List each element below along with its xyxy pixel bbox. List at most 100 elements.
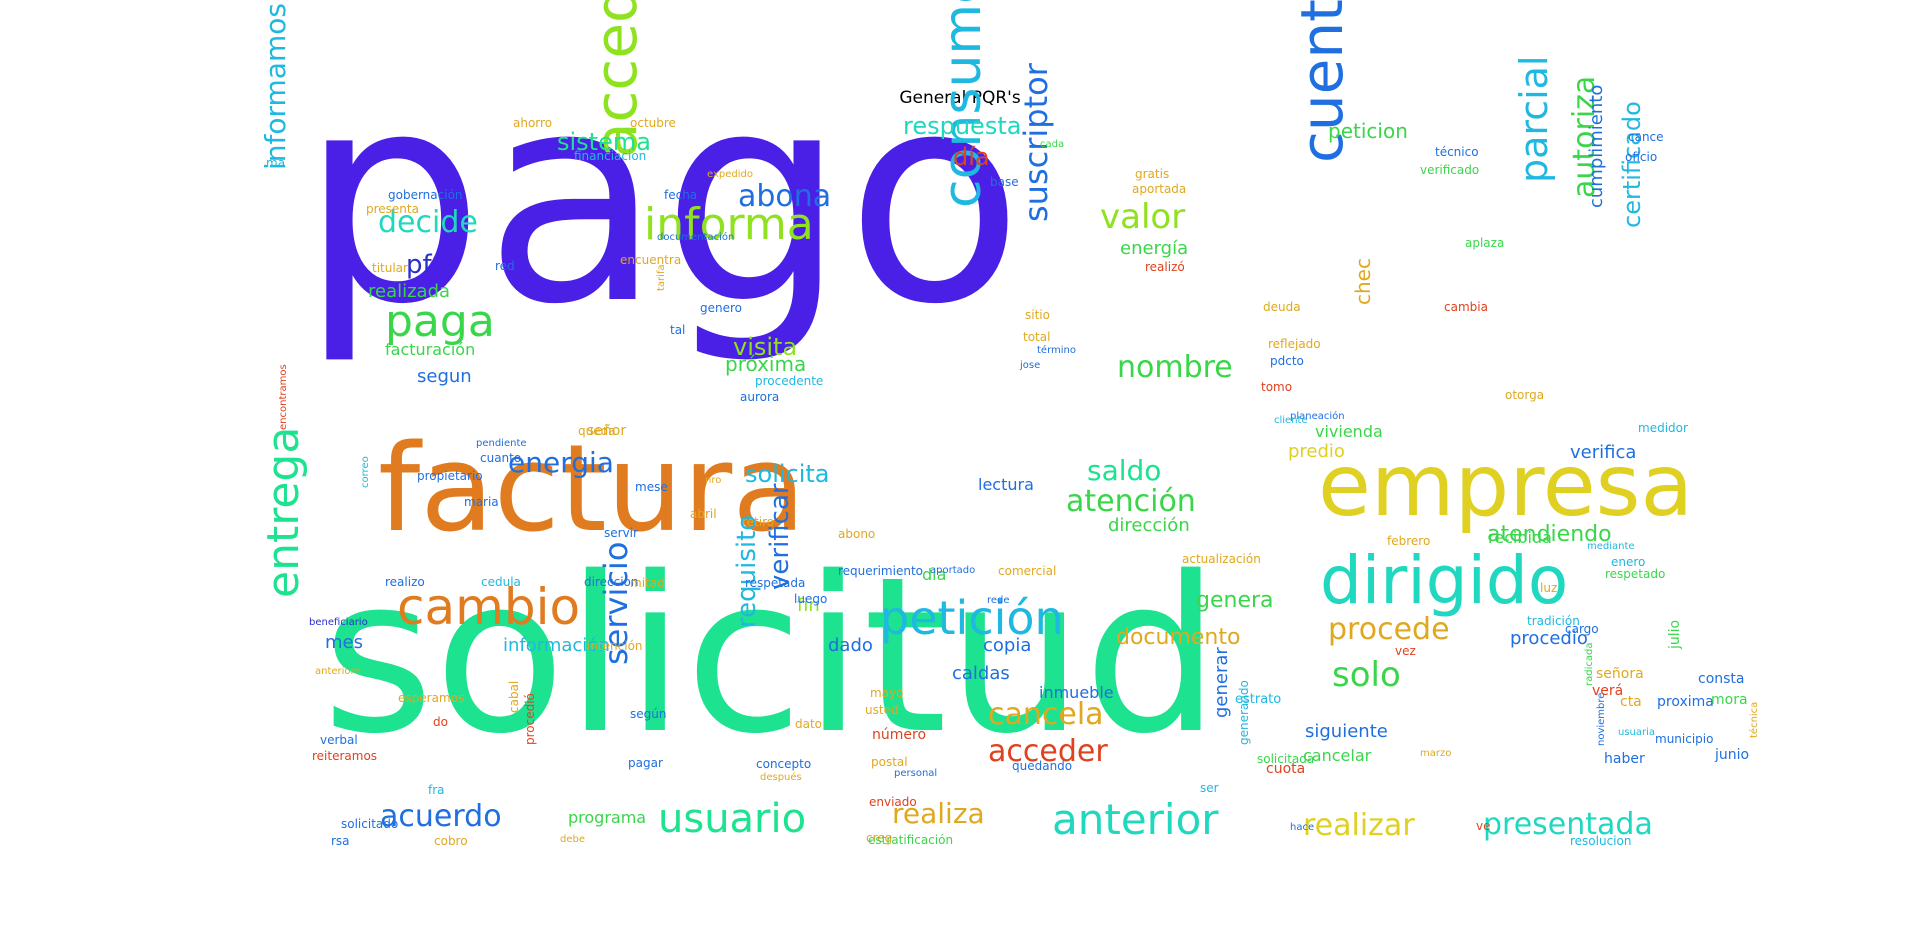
- word-generar: generar: [1211, 647, 1232, 718]
- word-realizo: realizó: [1145, 260, 1185, 274]
- word-abona: abona: [738, 179, 832, 214]
- word-pf: pf: [406, 250, 432, 280]
- word-nombre: nombre: [1117, 350, 1233, 385]
- word-nro: nro: [705, 475, 722, 486]
- word-planeacion: planeación: [1290, 411, 1345, 422]
- word-cliente: cliente: [1274, 415, 1308, 426]
- word-octubre: octubre: [630, 116, 676, 130]
- word-siguiente: siguiente: [1305, 721, 1388, 742]
- word-estrato: estrato: [1235, 692, 1282, 707]
- word-creg: creg: [866, 831, 893, 845]
- word-informa: informa: [644, 199, 814, 250]
- word-luz: luz: [1540, 581, 1558, 595]
- word-tarifa: tarifa: [656, 264, 667, 291]
- word-requerimiento: requerimiento: [838, 564, 923, 578]
- word-propietario: propietario: [417, 469, 483, 483]
- word-servir: servir: [604, 526, 638, 540]
- word-retiro: retiro: [742, 515, 775, 529]
- word-estratificacion: estratificación: [868, 833, 954, 847]
- word-tal: tal: [670, 323, 686, 337]
- word-cobro: cobro: [434, 834, 468, 848]
- word-cargo: cargo: [1565, 622, 1599, 636]
- word-do: do: [433, 715, 448, 729]
- word-medidor: medidor: [1638, 421, 1688, 435]
- word-anteriore: anteriore: [315, 666, 361, 677]
- word-fecha: fecha: [664, 188, 698, 202]
- word-respuesta: respuesta: [903, 112, 1022, 140]
- word-maria: maria: [464, 495, 499, 509]
- word-resolucion: resolucion: [1570, 834, 1632, 848]
- word-pendiente: pendiente: [476, 438, 527, 449]
- word-informacion: información: [503, 635, 610, 656]
- word-aurora: aurora: [740, 390, 780, 404]
- word-paga: paga: [385, 296, 495, 347]
- word-usuario: usuario: [658, 796, 807, 842]
- word-quedando: quedando: [1012, 759, 1073, 773]
- word-valor: valor: [1100, 197, 1186, 237]
- word-consumo: consumo: [933, 0, 993, 208]
- word-cance: cance: [1628, 130, 1664, 144]
- word-senora: señora: [1596, 666, 1644, 682]
- word-despues: después: [760, 772, 802, 783]
- word-usted: usted: [865, 703, 899, 717]
- word-otorga: otorga: [1505, 388, 1545, 402]
- word-queda: queda: [578, 424, 616, 438]
- word-dato: dato: [795, 717, 823, 731]
- word-verbal: verbal: [320, 733, 358, 747]
- word-proxima: próxima: [725, 352, 807, 376]
- word-anterior: anterior: [1052, 795, 1219, 844]
- word-fin: fin: [797, 595, 820, 616]
- word-copia: copia: [983, 635, 1032, 656]
- word-encontramos: encontramos: [278, 364, 289, 430]
- word-cambia: cambia: [1444, 300, 1488, 314]
- word-financiacion: financiacion: [574, 149, 647, 163]
- word-tomo: tomo: [1261, 380, 1293, 394]
- word-genero: genero: [700, 301, 742, 315]
- word-personal: personal: [894, 768, 938, 779]
- word-verifica: verifica: [1570, 442, 1637, 463]
- word-base: base: [990, 175, 1019, 189]
- word-solicitud: solicitud: [322, 530, 1221, 781]
- word-cta: cta: [1620, 694, 1642, 710]
- word-predio: predio: [1288, 441, 1345, 462]
- word-energia: energia: [508, 446, 614, 479]
- word-febrero: febrero: [1387, 534, 1431, 548]
- word-cambio: cambio: [397, 578, 581, 636]
- word-cabal: cabal: [507, 680, 521, 713]
- word-entrega: entrega: [258, 426, 309, 598]
- word-marzo: marzo: [1420, 748, 1452, 759]
- word-numero: número: [872, 727, 927, 743]
- word-jose: jose: [1020, 360, 1041, 371]
- word-titular: titular: [372, 261, 408, 275]
- word-enviado: enviado: [869, 795, 917, 809]
- word-solicita: solicita: [745, 460, 830, 488]
- word-procedente: procedente: [755, 374, 824, 388]
- word-dia: dia: [922, 565, 947, 584]
- word-comercial: comercial: [998, 564, 1057, 578]
- word-reiteramos: reiteramos: [312, 749, 378, 763]
- word-documentacion: documentación: [657, 232, 735, 243]
- word-termino: término: [1037, 345, 1076, 356]
- word-aplaza: aplaza: [1465, 236, 1505, 250]
- word-tecnico: técnico: [1435, 145, 1479, 159]
- word-pagar: pagar: [628, 756, 663, 770]
- word-correo: correo: [360, 456, 371, 488]
- word-verificar: verificar: [765, 483, 795, 590]
- word-cada: cada: [1040, 139, 1065, 150]
- word-actualizacion: actualización: [1182, 552, 1261, 566]
- word-luego: luego: [794, 592, 828, 606]
- word-mediante: mediante: [1587, 541, 1635, 552]
- word-sistema: sistema: [557, 128, 651, 156]
- word-mese: mese: [635, 480, 668, 494]
- word-radicada: radicada: [1584, 642, 1595, 686]
- word-cuanto: cuanto: [480, 451, 522, 465]
- word-segun: segun: [417, 366, 472, 387]
- word-procedio: procedio: [1510, 628, 1588, 649]
- word-usuaria: usuaria: [1618, 727, 1656, 738]
- word-mes: mes: [325, 632, 363, 653]
- word-cuota: cuota: [1266, 761, 1306, 777]
- word-consta: consta: [1698, 671, 1745, 687]
- word-energia: energía: [1120, 238, 1189, 259]
- word-ser: ser: [1200, 781, 1219, 795]
- word-esperamos: esperamos: [398, 691, 465, 705]
